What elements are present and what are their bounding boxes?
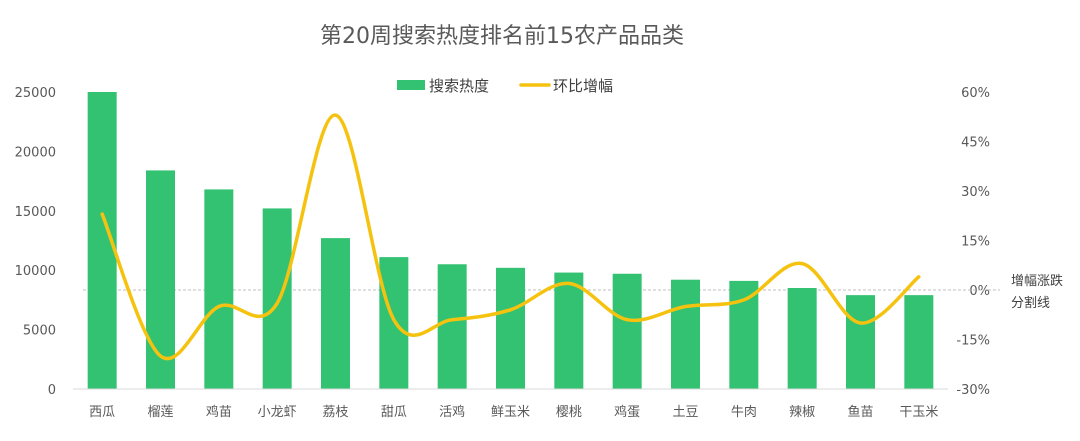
bar: [612, 273, 642, 389]
right-tick-label: 30%: [961, 185, 990, 200]
line-series-path: [100, 113, 921, 361]
bar: [204, 189, 234, 389]
bar: [321, 238, 350, 389]
right-tick-label: 60%: [961, 86, 990, 101]
legend-label: 环比增幅: [553, 77, 613, 95]
bar: [846, 295, 875, 389]
right-tick-label: 0%: [969, 284, 990, 299]
bar: [904, 295, 934, 389]
x-tick-label: 牛肉: [731, 405, 757, 420]
legend: 搜索热度 环比增幅: [397, 77, 613, 95]
bar: [262, 208, 292, 389]
reference-label: 增幅涨跌: [1011, 273, 1063, 289]
x-axis-labels: 西瓜 榴莲 鸡苗 小龙虾 荔枝 甜瓜 活鸡 鲜玉米 樱桃 鸡蛋 土豆 牛肉 辣椒 鱼苗 干玉米: [89, 404, 938, 420]
x-tick-label: 鲜玉米: [491, 405, 530, 420]
x-tick-label: 小龙虾: [258, 405, 297, 420]
x-tick-label: 干玉米: [899, 405, 938, 420]
chart-title: 第20周搜索热度排名前15农产品品类: [320, 24, 684, 49]
left-tick-label: 15000: [15, 205, 56, 220]
x-tick-label: 辣椒: [789, 405, 815, 420]
bar: [496, 267, 525, 389]
bar: [554, 272, 584, 389]
left-tick-label: 5000: [23, 324, 56, 339]
x-tick-label: 鱼苗: [847, 404, 873, 420]
bar-series: [87, 92, 934, 389]
left-tick-label: 10000: [15, 264, 56, 279]
left-tick-label: 25000: [15, 86, 56, 101]
x-tick-label: 土豆: [672, 405, 698, 420]
bar: [729, 280, 759, 389]
right-tick-label: 15%: [961, 235, 990, 250]
right-tick-label: 45%: [961, 136, 990, 151]
legend-swatch-bar: [397, 80, 425, 90]
bar: [437, 264, 467, 389]
line-series: [100, 113, 921, 361]
right-axis-ticks: -30% -15% 0% 15% 30% 45% 60%: [956, 86, 990, 398]
x-tick-label: 活鸡: [439, 404, 465, 420]
x-tick-label: 榴莲: [147, 405, 173, 420]
left-tick-label: 20000: [15, 145, 56, 160]
x-tick-label: 鸡蛋: [614, 404, 640, 420]
right-tick-label: -15%: [956, 334, 990, 349]
x-tick-label: 鸡苗: [206, 404, 232, 420]
bar: [146, 170, 175, 389]
bar: [787, 288, 817, 389]
left-axis-ticks: 0 5000 10000 15000 20000 25000: [15, 86, 56, 398]
right-tick-label: -30%: [956, 383, 990, 398]
x-tick-label: 荔枝: [322, 405, 348, 420]
left-tick-label: 0: [48, 383, 56, 398]
x-tick-label: 樱桃: [556, 404, 582, 420]
bar: [671, 279, 700, 389]
x-tick-label: 西瓜: [89, 405, 115, 420]
legend-label: 搜索热度: [429, 77, 489, 95]
reference-label: 分割线: [1011, 295, 1050, 311]
x-tick-label: 甜瓜: [381, 404, 407, 420]
